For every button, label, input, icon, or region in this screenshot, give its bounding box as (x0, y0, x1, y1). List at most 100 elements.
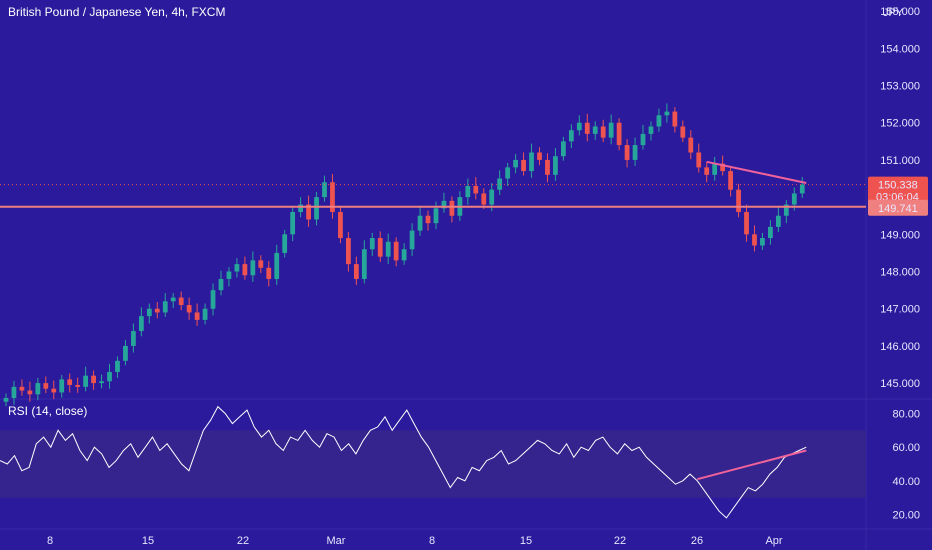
chart-title: British Pound / Japanese Yen, 4h, FXCM (8, 5, 225, 19)
candle-body (656, 115, 662, 127)
candle-body (433, 208, 439, 224)
candle-body (115, 360, 120, 372)
candle-body (218, 278, 224, 291)
candle-body (529, 152, 534, 172)
candle-body (521, 159, 526, 172)
candle-body (338, 212, 343, 239)
time-tick-label: 15 (520, 535, 532, 547)
time-tick-label: 8 (47, 535, 53, 547)
candle-body (99, 381, 104, 384)
candle-body (449, 200, 455, 216)
candle-body (473, 185, 479, 194)
rsi-band (0, 430, 866, 498)
candle-body (123, 345, 128, 361)
horizontal-line-label-bg (868, 199, 928, 216)
candle-body (537, 152, 542, 160)
time-tick-label: 26 (691, 535, 703, 547)
candle-body (154, 308, 160, 313)
candle-body (401, 249, 407, 261)
price-tick-label: 149.000 (880, 229, 920, 241)
candle-body (712, 163, 718, 175)
candle-body (664, 111, 670, 116)
candle-body (178, 297, 184, 306)
candle-body (146, 308, 152, 317)
candle-body (584, 122, 590, 134)
price-tick-label: 152.000 (880, 118, 920, 130)
candle-body (138, 316, 144, 332)
rsi-line (0, 405, 807, 519)
candle-body (672, 111, 678, 127)
candle-body (417, 215, 423, 231)
candle-body (696, 152, 702, 168)
candle-body (513, 159, 518, 168)
candle-body (282, 234, 288, 253)
price-tick-label: 154.000 (880, 43, 920, 55)
axes: 155.000 154.000 153.000 152.000 151.000 149.0… (47, 6, 928, 547)
candle-body (194, 312, 200, 320)
candle-body (505, 167, 511, 179)
time-tick-label: 8 (429, 535, 435, 547)
price-tick-label: 146.000 (880, 341, 920, 353)
candle-body (640, 133, 646, 146)
candle-body (799, 184, 805, 194)
candle-body (720, 163, 726, 172)
candle-body (346, 238, 351, 265)
candle-body (361, 249, 367, 279)
candle-body (19, 386, 25, 391)
candle-body (162, 301, 168, 313)
candle-body (393, 241, 399, 261)
rsi-pane (0, 405, 866, 519)
candle-body (266, 267, 272, 279)
candle-body (409, 230, 415, 250)
candle-body (314, 197, 319, 220)
rsi-tick-label: 60.00 (892, 442, 920, 454)
candle-body (441, 200, 447, 209)
candle-body (322, 182, 327, 198)
candle-body (768, 226, 773, 239)
rsi-tick-label: 80.00 (892, 408, 920, 420)
candle-body (274, 252, 280, 279)
candle-body (497, 178, 503, 190)
candle-body (783, 204, 789, 216)
horizontal-line-label: 149.741 (878, 203, 918, 215)
candle-body (75, 384, 81, 387)
time-tick-label: 22 (237, 535, 249, 547)
candle-body (330, 182, 335, 213)
candle-body (67, 379, 73, 385)
candle-body (600, 126, 606, 138)
candle-body (3, 398, 9, 402)
last-price-label-bg (868, 176, 928, 205)
candle-body (35, 383, 41, 395)
candle-body (353, 264, 359, 279)
candle-body (369, 238, 375, 250)
candle-body (43, 383, 49, 389)
candle-body (624, 145, 630, 160)
price-tick-label: 151.000 (880, 155, 920, 167)
candle-body (744, 212, 749, 235)
candle-body (202, 308, 208, 320)
price-series (3, 103, 805, 407)
time-tick-label: 15 (142, 535, 154, 547)
candle-body (736, 189, 741, 213)
price-tick-label: 153.000 (880, 81, 920, 93)
candle-body (728, 171, 733, 190)
currency-label: JPY (883, 7, 904, 19)
rsi-trendline (697, 449, 807, 481)
price-tick-label: 147.000 (880, 304, 920, 316)
candle-body (632, 145, 638, 160)
candle-body (425, 215, 431, 224)
time-tick-label: Mar (327, 535, 346, 547)
candle-body (107, 371, 112, 382)
price-tick-label: 148.000 (880, 267, 920, 279)
candle-body (680, 126, 686, 138)
candle-body (568, 130, 574, 142)
candle-body (290, 212, 296, 235)
time-tick-label: Apr (765, 535, 782, 547)
candle-body (760, 238, 765, 246)
candle-body (576, 122, 582, 131)
candle-body (250, 260, 256, 276)
candle-body (791, 193, 797, 205)
candle-body (226, 271, 232, 279)
